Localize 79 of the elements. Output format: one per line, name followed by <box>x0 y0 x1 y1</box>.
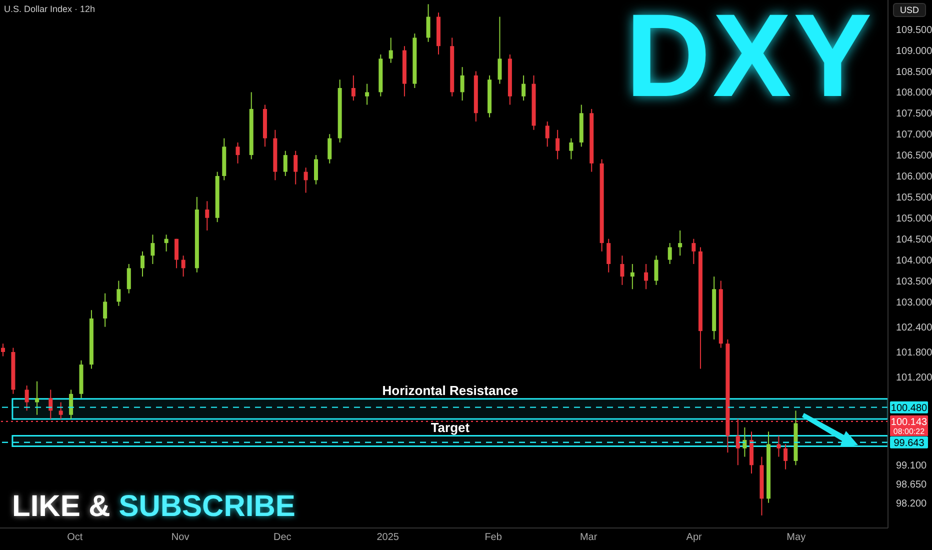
candlestick <box>304 167 308 194</box>
y-tick-label: 109.000 <box>896 46 932 57</box>
candlestick <box>692 238 696 264</box>
candlestick <box>164 234 168 252</box>
candlestick <box>776 435 781 458</box>
y-tick-label: 108.500 <box>896 66 932 78</box>
candlestick <box>460 66 464 102</box>
candlestick <box>644 264 648 290</box>
candlestick <box>140 250 144 278</box>
candlestick <box>174 238 179 269</box>
candlestick <box>351 74 356 102</box>
x-tick-label: Dec <box>273 532 292 544</box>
y-tick-label: 104.500 <box>896 234 932 246</box>
annotation: LIKE & SUBSCRIBE <box>12 490 296 523</box>
candlestick <box>24 385 29 412</box>
y-tick-label: 102.400 <box>896 322 932 334</box>
y-tick-label: 103.000 <box>896 297 932 308</box>
candlestick <box>1 343 5 357</box>
y-tick-label: 99.100 <box>896 460 928 472</box>
candlestick <box>742 426 747 458</box>
annotation: DXY <box>625 0 874 122</box>
ref-line-label: 100.143 <box>890 416 928 428</box>
y-tick-label: 101.200 <box>896 372 932 384</box>
candlestick <box>69 389 74 420</box>
text: 08:00:22 <box>890 427 928 436</box>
candlestick <box>668 242 672 264</box>
y-tick-label: 105.000 <box>896 213 932 224</box>
candlestick <box>205 200 210 231</box>
candlestick <box>365 83 370 106</box>
y-tick-label: 98.200 <box>896 498 928 510</box>
candlestick <box>283 150 288 176</box>
candlestick <box>569 138 574 160</box>
x-tick-label: Apr <box>686 532 703 544</box>
candlestick <box>314 154 318 185</box>
ref-line-label: 100.480 <box>890 402 928 414</box>
candlestick <box>388 37 393 64</box>
candlestick <box>150 234 155 264</box>
candlestick <box>126 264 131 294</box>
y-axis-title: USD <box>893 3 926 17</box>
y-tick-label: 106.500 <box>896 150 932 162</box>
candlestick <box>522 74 526 102</box>
x-tick-label: Mar <box>580 532 598 544</box>
x-tick-label: Oct <box>67 532 83 544</box>
candlestick <box>58 402 63 420</box>
y-tick-label: 107.500 <box>896 108 932 120</box>
band-label: Target <box>430 420 470 435</box>
y-tick-label: 98.650 <box>896 480 928 491</box>
candlestick <box>426 4 430 42</box>
candlestick <box>236 142 240 164</box>
candlestick <box>294 150 298 185</box>
candlestick <box>606 238 611 273</box>
candlestick <box>545 121 550 148</box>
candlestick <box>35 380 40 416</box>
y-tick-label: 103.500 <box>896 276 932 288</box>
y-tick-label: 101.800 <box>896 348 932 359</box>
candlestick <box>620 255 624 286</box>
y-tick-label: 107.000 <box>896 130 932 141</box>
band-label: Horizontal Resistance <box>382 382 518 398</box>
y-tick-label: 109.500 <box>896 24 932 36</box>
candlestick <box>654 255 658 286</box>
y-tick-label: 105.500 <box>896 192 932 204</box>
candlestick <box>498 16 502 84</box>
candlestick <box>556 129 560 160</box>
y-tick-label: 106.000 <box>896 172 932 183</box>
candlestick <box>678 230 682 256</box>
candlestick <box>784 444 788 470</box>
y-tick-label: 104.000 <box>896 255 932 266</box>
x-tick-label: Feb <box>484 532 502 544</box>
candlestick <box>103 292 108 328</box>
y-tick-label: 108.000 <box>896 88 932 99</box>
chart-title: U.S. Dollar Index · 12h <box>4 4 96 14</box>
x-tick-label: May <box>786 532 806 544</box>
candlestick <box>328 134 332 164</box>
candlestick <box>181 255 186 278</box>
x-tick-label: 2025 <box>376 532 400 544</box>
ref-line-label: 99.643 <box>894 438 925 449</box>
candlestick <box>116 280 121 306</box>
x-tick-label: Nov <box>171 532 190 544</box>
candlestick <box>630 264 634 290</box>
